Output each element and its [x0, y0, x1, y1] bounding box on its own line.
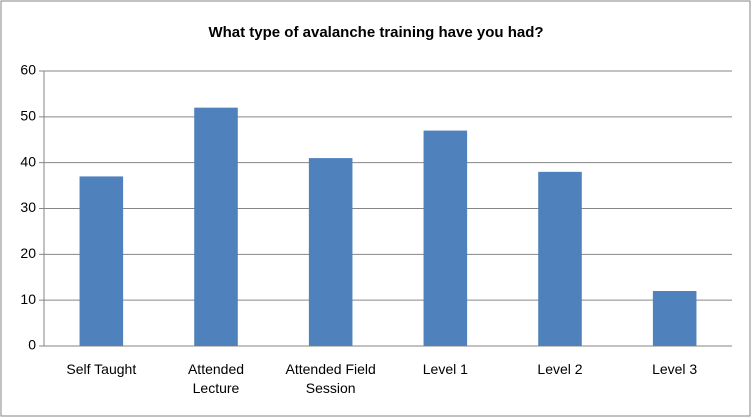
- x-tick-label: Level 2: [537, 361, 583, 377]
- y-tick-label: 30: [20, 199, 36, 215]
- x-tick-label: Self Taught: [66, 361, 137, 377]
- bar: [194, 107, 238, 347]
- bar: [423, 130, 468, 346]
- chart-title: What type of avalanche training have you…: [208, 24, 543, 41]
- y-tick-label: 20: [20, 245, 36, 261]
- x-tick-label: Attended Lecture: [187, 361, 245, 396]
- y-tick-label: 0: [28, 337, 36, 353]
- bar: [652, 291, 697, 346]
- y-tick-label: 50: [20, 108, 36, 124]
- bar: [308, 158, 353, 346]
- bar: [79, 176, 124, 346]
- y-tick-label: 40: [20, 153, 36, 169]
- y-tick-label: 10: [20, 291, 36, 307]
- x-tick-label: Level 1: [422, 361, 468, 377]
- x-tick-label: Attended Field Session: [285, 361, 376, 396]
- bar: [538, 171, 582, 346]
- y-tick-label: 60: [20, 62, 36, 78]
- x-tick-label: Level 3: [652, 361, 698, 377]
